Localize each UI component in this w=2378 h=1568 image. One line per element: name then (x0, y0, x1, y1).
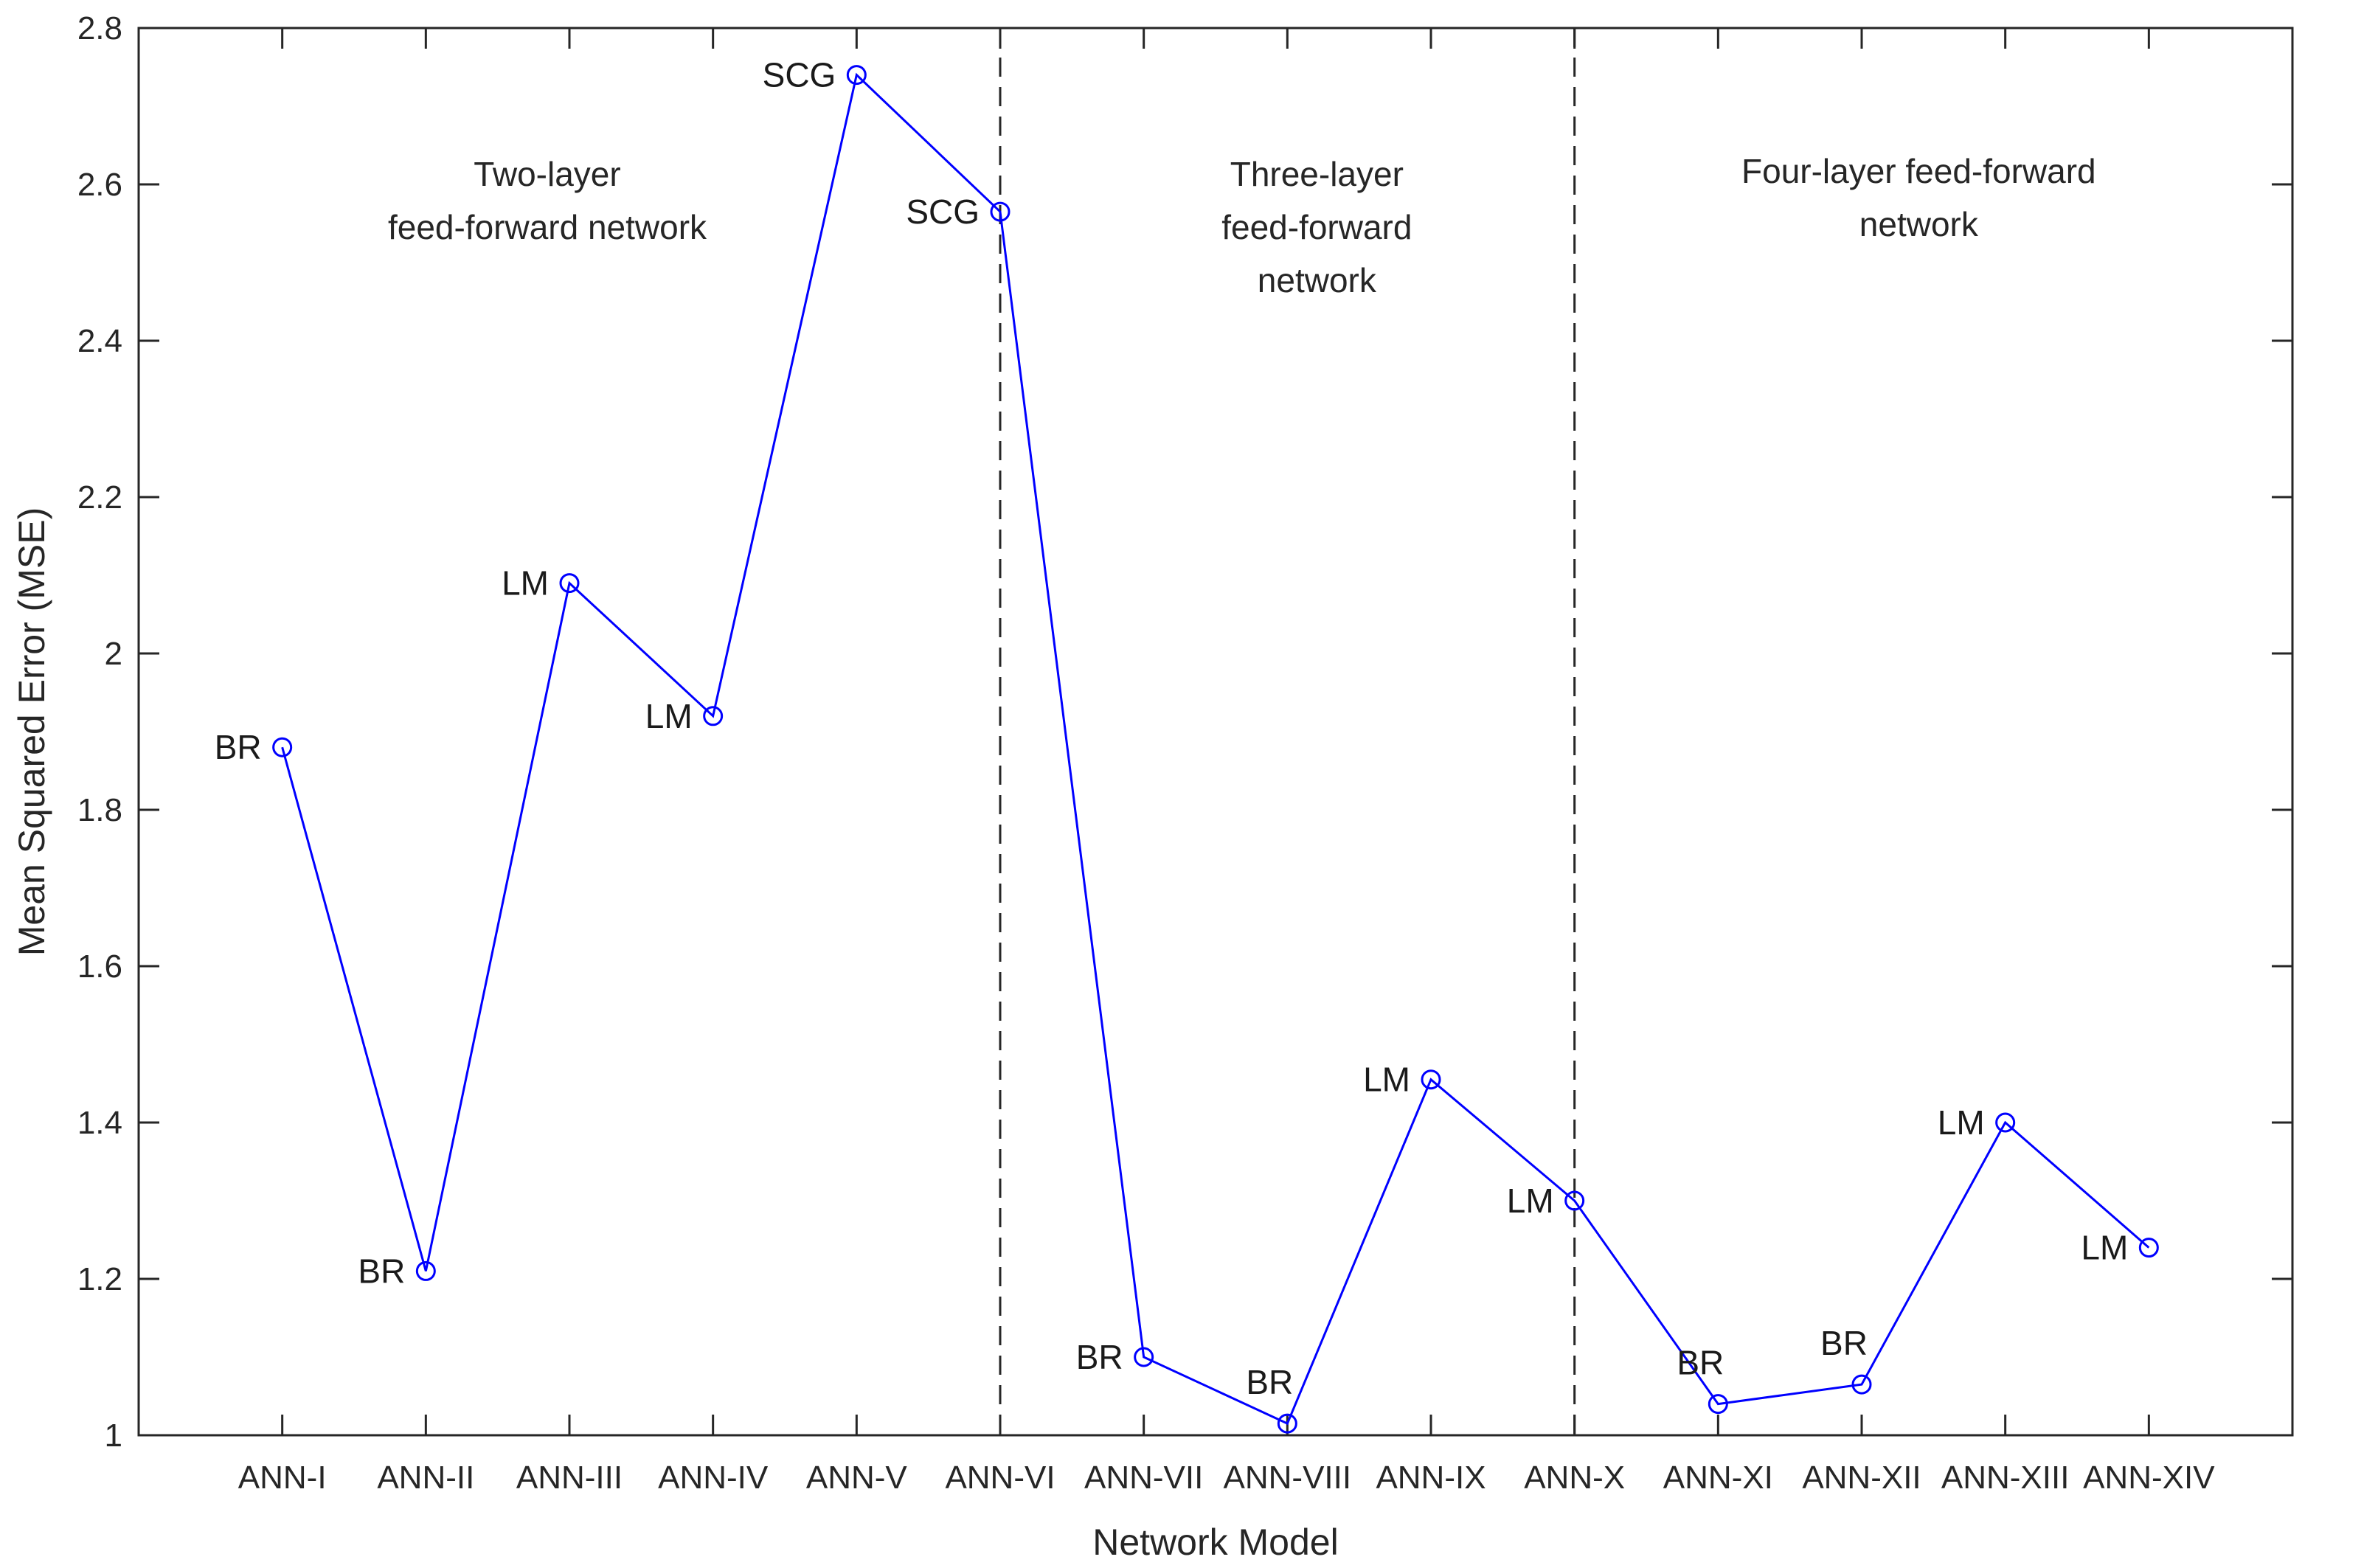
x-tick-label: ANN-III (516, 1460, 623, 1496)
x-tick-label: ANN-IV (658, 1460, 769, 1496)
plot-area (137, 27, 2294, 1437)
data-point-marker (559, 573, 580, 594)
point-label: SCG (906, 192, 980, 231)
y-tick-label: 1.4 (77, 1105, 122, 1141)
data-point-marker (1564, 1190, 1585, 1211)
point-label: BR (358, 1252, 405, 1290)
data-point-marker (272, 737, 293, 757)
region-label-line: feed-forward (1221, 208, 1412, 246)
point-label: LM (502, 564, 549, 603)
region-label-line: feed-forward network (388, 208, 707, 246)
region-label-line: Four-layer feed-forward (1741, 152, 2096, 190)
data-point-marker (1134, 1347, 1154, 1367)
y-tick-label: 2.2 (77, 479, 122, 516)
point-label: BR (215, 728, 262, 766)
x-tick-label: ANN-XIII (1941, 1460, 2070, 1496)
series-line (272, 65, 2159, 1434)
point-label: BR (1820, 1324, 1868, 1362)
x-tick-label: ANN-IX (1376, 1460, 1486, 1496)
region-label-line: Two-layer (474, 155, 620, 193)
x-tick-label: ANN-VII (1084, 1460, 1203, 1496)
x-tick-label: ANN-XI (1663, 1460, 1773, 1496)
point-labels: BR BR LM LM SCG SCG BR BR LM LM BR BR LM LM (215, 56, 2129, 1401)
point-label: LM (1938, 1103, 1985, 1142)
region-label-line: Three-layer (1230, 155, 1404, 193)
data-point-marker (1995, 1112, 2016, 1133)
data-point-marker (415, 1260, 436, 1281)
data-point-marker (990, 201, 1011, 222)
x-tick-label: ANN-VI (945, 1460, 1055, 1496)
point-label: LM (1363, 1061, 1410, 1099)
point-label: SCG (763, 56, 836, 94)
data-point-marker (1708, 1394, 1728, 1415)
data-point-marker (1851, 1374, 1872, 1395)
x-tick-label: ANN-I (238, 1460, 327, 1496)
y-tick-label: 2.8 (77, 10, 122, 46)
y-axis-label: Mean Squared Error (MSE) (11, 507, 52, 957)
data-point-marker (1421, 1069, 1441, 1090)
series-line-path (281, 72, 2150, 1426)
point-label: LM (1507, 1182, 1554, 1220)
point-label: BR (1076, 1338, 1123, 1376)
y-tick-label: 1.8 (77, 792, 122, 828)
point-label: LM (645, 697, 693, 735)
point-label: LM (2081, 1229, 2128, 1267)
data-point-marker (2138, 1238, 2159, 1258)
x-tick-label: ANN-XII (1802, 1460, 1921, 1496)
region-label-line: network (1859, 205, 1979, 243)
x-tick-label: ANN-XIV (2083, 1460, 2215, 1496)
x-tick-label: ANN-V (806, 1460, 908, 1496)
axis-ticks: 1 1.2 1.4 1.6 1.8 2 2.2 2.4 2.6 2.8 ANN-I ANN-II ANN… (77, 10, 2292, 1496)
x-tick-label: ANN-VIII (1224, 1460, 1352, 1496)
x-tick-label: ANN-X (1524, 1460, 1625, 1496)
y-tick-label: 1.2 (77, 1261, 122, 1297)
data-point-marker (1277, 1413, 1297, 1434)
y-tick-label: 1 (105, 1418, 122, 1454)
y-tick-label: 2.6 (77, 167, 122, 203)
x-axis-label: Network Model (1092, 1522, 1338, 1563)
region-label-line: network (1258, 261, 1377, 299)
y-tick-label: 2.4 (77, 323, 122, 359)
point-label: BR (1677, 1344, 1724, 1382)
y-tick-label: 1.6 (77, 948, 122, 985)
region-labels: Two-layer feed-forward network Three-layer… (388, 152, 2096, 299)
data-point-marker (846, 65, 867, 86)
point-label: BR (1246, 1363, 1293, 1401)
data-point-marker (703, 706, 724, 726)
y-tick-label: 2 (105, 636, 122, 672)
x-tick-label: ANN-II (377, 1460, 474, 1496)
